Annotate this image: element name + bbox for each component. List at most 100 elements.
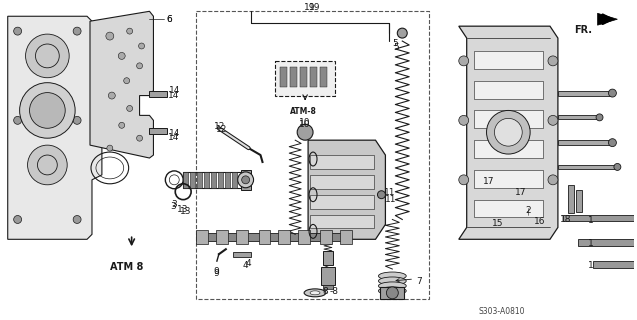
Circle shape	[36, 44, 59, 68]
Circle shape	[73, 116, 81, 124]
Bar	[232, 172, 237, 188]
Bar	[474, 170, 543, 188]
Circle shape	[608, 89, 617, 97]
Text: 5: 5	[393, 43, 399, 52]
Bar	[310, 214, 373, 228]
Text: 19: 19	[304, 4, 316, 12]
Circle shape	[297, 124, 313, 140]
Text: 14: 14	[169, 86, 181, 95]
Bar	[290, 67, 297, 87]
Circle shape	[20, 83, 75, 138]
Circle shape	[73, 27, 81, 35]
Ellipse shape	[378, 282, 406, 290]
Bar	[576, 190, 582, 212]
Text: -8: -8	[330, 287, 339, 296]
Circle shape	[378, 191, 385, 199]
Circle shape	[136, 135, 143, 141]
Bar	[196, 230, 208, 244]
Text: ATM-8: ATM-8	[290, 108, 317, 116]
Bar	[280, 67, 287, 87]
Text: 2: 2	[526, 206, 531, 215]
Bar	[558, 91, 612, 96]
Circle shape	[494, 118, 522, 146]
Bar	[320, 230, 332, 244]
Bar	[558, 165, 617, 169]
Circle shape	[38, 155, 57, 175]
Bar	[197, 172, 202, 188]
Text: 4: 4	[246, 259, 252, 268]
Circle shape	[614, 164, 621, 171]
Text: 6: 6	[166, 15, 172, 24]
Text: 16: 16	[534, 218, 546, 227]
Text: S303-A0810: S303-A0810	[478, 307, 525, 316]
Bar	[310, 155, 373, 169]
Text: 3: 3	[171, 200, 177, 209]
Circle shape	[459, 175, 469, 185]
Text: 7: 7	[416, 277, 422, 286]
Text: 9: 9	[213, 269, 218, 278]
Circle shape	[106, 32, 114, 40]
Ellipse shape	[310, 291, 320, 295]
Bar	[300, 67, 307, 87]
Bar	[340, 230, 352, 244]
Polygon shape	[598, 13, 617, 25]
Circle shape	[241, 176, 250, 184]
Bar	[568, 185, 574, 212]
Circle shape	[459, 116, 469, 125]
Bar	[183, 172, 241, 188]
Circle shape	[108, 92, 115, 99]
Bar	[323, 285, 333, 289]
Bar	[150, 91, 168, 97]
Circle shape	[118, 52, 125, 60]
Circle shape	[27, 145, 67, 185]
Bar	[310, 175, 373, 189]
Circle shape	[136, 63, 143, 69]
Text: 13: 13	[178, 204, 189, 214]
Bar	[310, 67, 317, 87]
Bar	[474, 110, 543, 128]
Bar	[380, 287, 404, 299]
Bar	[578, 239, 637, 246]
Circle shape	[397, 28, 407, 38]
Text: 8: 8	[322, 287, 327, 296]
Bar	[150, 128, 168, 134]
Text: 10: 10	[299, 120, 311, 129]
Circle shape	[608, 139, 617, 147]
Bar	[563, 214, 637, 221]
Text: 11: 11	[384, 188, 396, 197]
Bar	[259, 230, 271, 244]
Polygon shape	[459, 26, 558, 239]
Bar	[233, 252, 250, 257]
Circle shape	[13, 27, 22, 35]
Text: 19: 19	[310, 4, 321, 12]
Text: 14: 14	[168, 133, 180, 142]
Circle shape	[118, 122, 125, 128]
Bar	[241, 170, 250, 190]
Bar	[310, 195, 373, 209]
Ellipse shape	[378, 287, 406, 295]
Text: ATM 8: ATM 8	[110, 262, 143, 272]
Circle shape	[73, 215, 81, 223]
Circle shape	[548, 175, 558, 185]
Circle shape	[139, 43, 145, 49]
Ellipse shape	[378, 272, 406, 280]
Bar	[592, 261, 637, 268]
Text: 9: 9	[213, 267, 218, 276]
Circle shape	[124, 78, 130, 84]
Bar	[558, 140, 612, 145]
Circle shape	[548, 116, 558, 125]
Circle shape	[238, 172, 254, 188]
Text: 13: 13	[180, 207, 192, 216]
Circle shape	[13, 116, 22, 124]
Text: 4: 4	[243, 261, 248, 270]
Text: 5: 5	[392, 39, 398, 48]
Ellipse shape	[378, 277, 406, 285]
Circle shape	[548, 56, 558, 66]
Circle shape	[107, 145, 113, 151]
Text: 15: 15	[492, 220, 503, 228]
Circle shape	[29, 92, 65, 128]
Text: 14: 14	[169, 129, 181, 138]
Bar	[196, 233, 350, 241]
Bar	[298, 230, 310, 244]
Polygon shape	[308, 140, 385, 239]
